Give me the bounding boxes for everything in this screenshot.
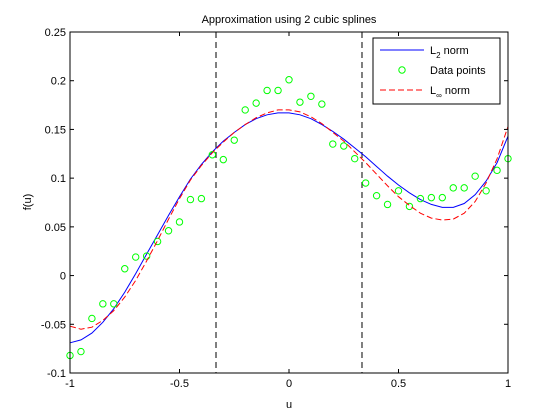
data-point-15 — [230, 136, 238, 144]
data-point-24 — [329, 140, 337, 148]
x-tick-label-4: 1 — [505, 378, 511, 390]
data-point-30 — [394, 187, 403, 195]
data-point-36 — [460, 184, 468, 192]
legend-suffix-0: norm — [441, 45, 469, 57]
legend-entry-2: L∞ norm — [380, 85, 470, 100]
data-point-17 — [252, 99, 260, 107]
y-tick-label-2: 0 — [60, 271, 66, 283]
legend-label-1: Data points — [430, 65, 486, 77]
data-point-2 — [88, 314, 96, 323]
data-point-33 — [427, 193, 436, 202]
data-point-5 — [121, 265, 129, 273]
x-tick-label-1: -0.5 — [170, 378, 189, 390]
data-point-16 — [241, 106, 249, 114]
legend-name-2: L — [430, 85, 436, 97]
data-point-20 — [285, 76, 293, 84]
y-tick-label-6: 0.2 — [51, 76, 66, 88]
data-point-22 — [307, 92, 315, 101]
data-point-4 — [110, 300, 118, 308]
y-axis-label: f(u) — [22, 194, 34, 211]
data-point-12 — [197, 194, 206, 203]
data-point-29 — [383, 200, 392, 209]
legend-name-1: Data points — [430, 65, 486, 77]
legend-box — [372, 37, 501, 105]
legend-marker-1 — [398, 66, 406, 74]
data-point-14 — [219, 155, 228, 164]
legend-entry-0: L2 norm — [380, 45, 469, 60]
series-line-2 — [69, 109, 509, 330]
x-tick-label-0: -1 — [65, 378, 75, 390]
y-tick-label-5: 0.15 — [45, 124, 66, 136]
series-0 — [69, 112, 509, 344]
data-point-8 — [153, 237, 162, 246]
data-point-21 — [296, 98, 304, 106]
series-2 — [69, 109, 509, 330]
data-point-6 — [132, 253, 140, 261]
series-line-0 — [69, 112, 509, 344]
series-layer — [66, 76, 512, 360]
x-axis-label: u — [286, 399, 292, 411]
x-tick-label-3: 0.5 — [391, 378, 406, 390]
y-tick-label-3: 0.05 — [45, 222, 66, 234]
data-point-1 — [77, 347, 85, 356]
data-point-35 — [449, 184, 457, 192]
data-point-25 — [340, 142, 348, 150]
y-tick-label-1: -0.05 — [41, 319, 66, 331]
y-tick-label-7: 0.25 — [45, 27, 66, 39]
data-point-31 — [405, 202, 414, 211]
ticks: -1 -0.5 0 0.5 1 -0.1 -0.05 0 0.05 0.1 0.15 0.2 0.25 — [41, 27, 511, 390]
data-point-18 — [263, 86, 271, 95]
data-point-11 — [186, 195, 195, 204]
legend-label-2: L∞ norm — [430, 85, 470, 100]
data-point-38 — [482, 187, 490, 195]
data-point-32 — [416, 194, 425, 203]
data-point-26 — [351, 154, 359, 163]
legend-subscript-0: 2 — [436, 51, 441, 60]
legend-label-0: L2 norm — [430, 45, 469, 60]
data-point-13 — [208, 151, 217, 159]
legend-subscript-2: ∞ — [436, 91, 442, 100]
y-tick-label-4: 0.1 — [51, 173, 66, 185]
y-tick-label-0: -0.1 — [47, 368, 66, 380]
data-point-27 — [361, 179, 370, 187]
data-point-19 — [274, 86, 282, 95]
data-point-37 — [471, 172, 479, 180]
data-point-9 — [164, 227, 173, 235]
legend-suffix-2: norm — [442, 85, 470, 97]
chart-title: Approximation using 2 cubic splines — [202, 14, 377, 26]
data-point-28 — [372, 191, 381, 200]
data-point-23 — [318, 100, 326, 108]
data-point-10 — [175, 218, 184, 226]
x-tick-label-2: 0 — [286, 378, 292, 390]
data-point-3 — [99, 300, 107, 308]
data-point-7 — [142, 252, 151, 260]
legend-entry-1: Data points — [398, 65, 486, 77]
data-point-34 — [438, 193, 446, 202]
knot-lines — [215, 32, 363, 373]
series-1 — [66, 76, 512, 360]
data-point-39 — [493, 166, 501, 175]
legend-name-0: L — [430, 45, 436, 57]
